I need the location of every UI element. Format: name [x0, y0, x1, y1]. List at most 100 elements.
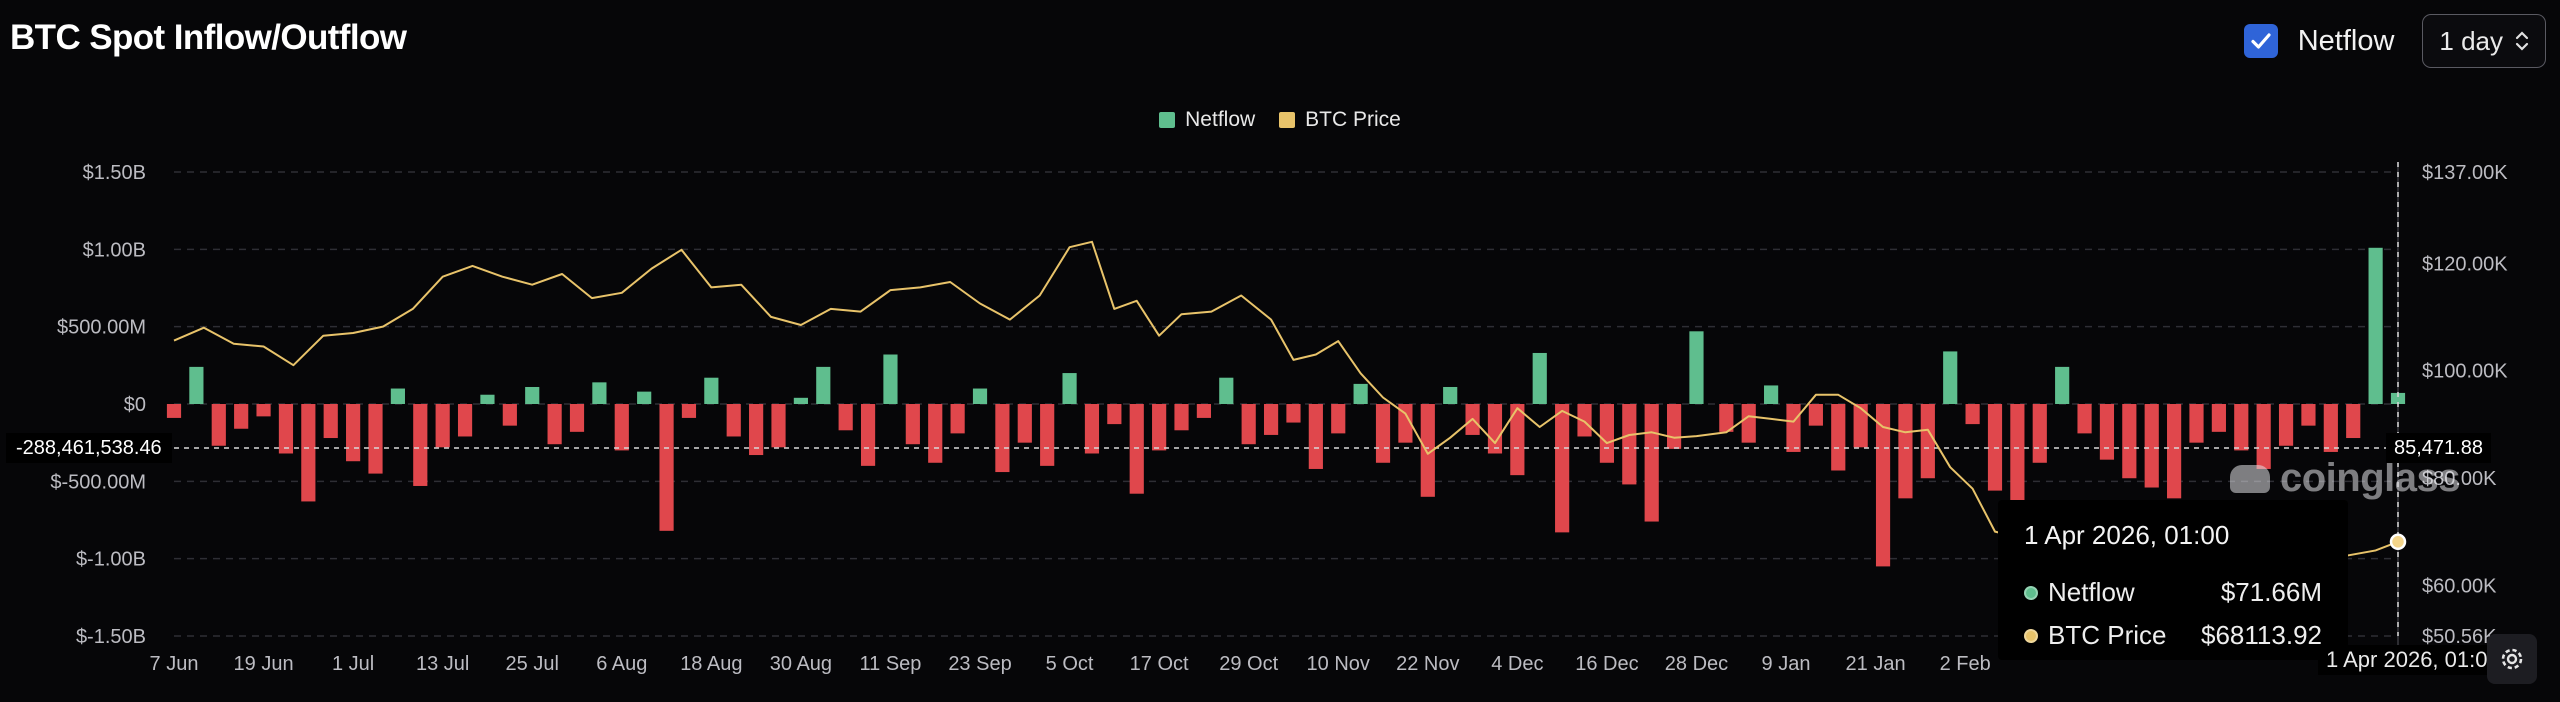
x-axis-tick-label: 25 Jul: [506, 653, 559, 675]
right-axis-tick-label: $60.00K: [2422, 575, 2497, 597]
netflow-bar: [995, 404, 1010, 473]
x-axis-tick-label: 17 Oct: [1130, 653, 1189, 675]
right-axis-labels: $137.00K $120.00K $100.00K $80.00K $60.00K $5…: [2422, 162, 2508, 648]
netflow-bar: [2346, 404, 2361, 439]
crosshair-x-label: 1 Apr 2026, 01:00: [2318, 645, 2508, 675]
netflow-bar: [816, 366, 831, 404]
netflow-bar: [390, 388, 405, 404]
netflow-bar: [547, 404, 562, 445]
x-axis-tick-label: 13 Jul: [416, 653, 469, 675]
netflow-bar: [502, 404, 517, 426]
netflow-bar: [435, 404, 450, 448]
legend-item-netflow[interactable]: Netflow: [1159, 108, 1255, 132]
netflow-bar: [256, 404, 271, 417]
netflow-bar: [950, 404, 965, 434]
netflow-bar: [2077, 404, 2092, 434]
netflow-bar: [1062, 373, 1077, 404]
x-axis-tick-label: 1 Jul: [332, 653, 374, 675]
netflow-bar: [2189, 404, 2204, 443]
legend-item-btc-price[interactable]: BTC Price: [1279, 108, 1401, 132]
right-axis-tick-label: $137.00K: [2422, 162, 2508, 184]
netflow-checkbox[interactable]: [2243, 24, 2278, 58]
netflow-bar: [2099, 404, 2115, 460]
netflow-bar: [1443, 386, 1458, 404]
netflow-bar: [1808, 404, 1823, 426]
left-axis-tick-label: $-500.00M: [50, 471, 146, 493]
netflow-toggle-label[interactable]: Netflow: [2297, 24, 2395, 57]
netflow-bar: [2032, 404, 2047, 463]
crosshair-right-value: 85,471.88: [2386, 433, 2491, 463]
netflow-bar: [323, 404, 338, 439]
chart-legend: Netflow BTC Price: [0, 108, 2560, 132]
x-axis-tick-label: 23 Sep: [948, 653, 1011, 675]
netflow-bar: [2055, 366, 2070, 404]
netflow-bar: [2122, 404, 2137, 479]
tooltip-row-btc-price: BTC Price $68113.92: [2024, 620, 2322, 651]
price-line: [173, 240, 2407, 557]
netflow-bar: [2301, 404, 2316, 426]
right-axis-tick-label: $50.56K: [2422, 626, 2497, 648]
netflow-bar: [368, 404, 383, 474]
legend-swatch-netflow: [1159, 112, 1176, 128]
x-axis-tick-label: 11 Sep: [860, 653, 922, 675]
netflow-bar: [1084, 404, 1100, 454]
coinglass-logo-icon: [2230, 464, 2270, 493]
netflow-bar: [525, 386, 540, 404]
netflow-bar: [1017, 404, 1032, 443]
legend-label-btc-price: BTC Price: [1305, 108, 1401, 131]
netflow-bar: [614, 404, 629, 451]
check-icon: [2251, 33, 2271, 49]
netflow-bar: [726, 404, 741, 437]
x-axis-tick-label: 4 Dec: [1491, 653, 1543, 675]
btc-price-line: [173, 240, 2063, 552]
right-axis-tick-label: $120.00K: [2422, 253, 2508, 275]
netflow-bar: [2256, 404, 2271, 469]
netflow-bar: [1853, 404, 1868, 448]
watermark: coinglass: [2230, 456, 2461, 501]
netflow-bar: [166, 404, 182, 418]
netflow-bar: [1920, 404, 1935, 479]
legend-swatch-btc-price: [1279, 112, 1296, 128]
x-axis-tick-label: 18 Aug: [680, 653, 742, 675]
netflow-bar: [1689, 331, 1704, 404]
netflow-bar: [838, 404, 853, 431]
netflow-bar: [2234, 404, 2249, 451]
netflow-bar: [1286, 404, 1301, 423]
x-axis-tick-label: 19 Jun: [234, 653, 294, 675]
netflow-bar: [1375, 404, 1391, 463]
netflow-bar: [1741, 404, 1756, 443]
x-axis-tick-label: 22 Nov: [1396, 653, 1459, 675]
tooltip-dot-netflow: [2024, 585, 2038, 600]
x-axis-tick-label: 21 Jan: [1846, 653, 1906, 675]
settings-button[interactable]: [2487, 634, 2537, 684]
netflow-bar: [749, 404, 764, 456]
tooltip-title: 1 Apr 2026, 01:00: [2024, 520, 2230, 550]
netflow-bar: [1577, 404, 1592, 437]
right-axis-tick-label: $80.00K: [2422, 468, 2497, 490]
netflow-bar: [1831, 404, 1846, 471]
netflow-bar: [1786, 404, 1801, 452]
netflow-bar: [2278, 404, 2294, 446]
left-axis-tick-label: $1.00B: [83, 239, 146, 261]
netflow-bar: [1308, 404, 1323, 469]
netflow-bar: [1129, 404, 1144, 494]
netflow-bar: [346, 404, 361, 462]
interval-select[interactable]: 1 day: [2422, 14, 2546, 68]
netflow-bar: [1599, 404, 1615, 463]
netflow-bar: [1241, 404, 1256, 445]
netflow-bar: [1764, 385, 1779, 404]
netflow-bar: [771, 404, 786, 448]
netflow-bar: [637, 391, 652, 404]
gear-icon: [2501, 648, 2523, 670]
netflow-bar: [480, 394, 495, 404]
crosshair: [174, 162, 2399, 636]
netflow-bar: [1107, 404, 1122, 425]
netflow-bar: [1196, 404, 1211, 418]
x-axis-tick-label: 9 Jan: [1762, 653, 1811, 675]
left-axis-tick-label: $500.00M: [57, 317, 146, 339]
netflow-bar: [2211, 404, 2226, 432]
netflow-bar: [1487, 404, 1503, 454]
netflow-bar: [1174, 404, 1189, 431]
netflow-bar: [860, 404, 876, 466]
